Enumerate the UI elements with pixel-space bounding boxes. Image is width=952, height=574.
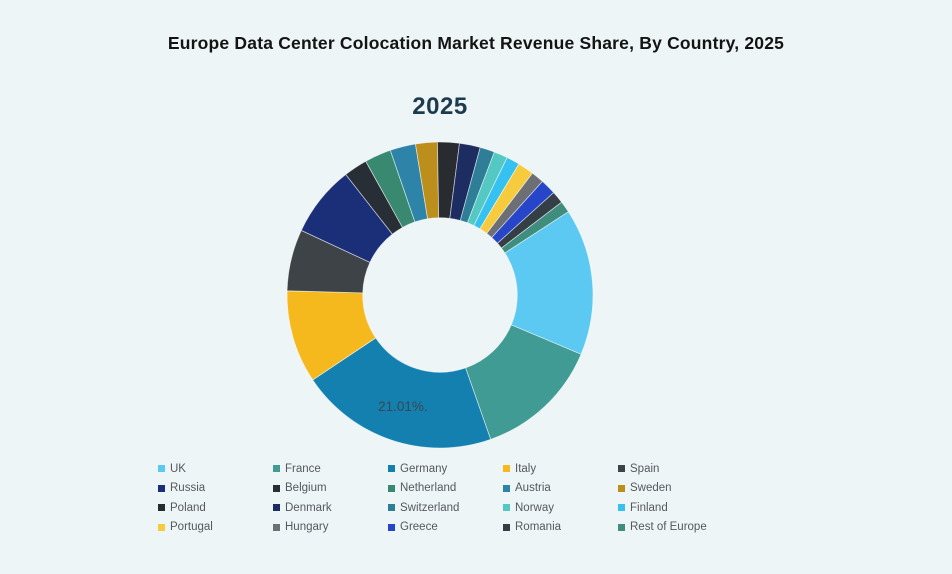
legend-swatch-norway	[503, 504, 510, 512]
legend-swatch-germany	[388, 465, 395, 473]
legend-item-portugal[interactable]: Portugal	[158, 521, 273, 533]
legend-item-romania[interactable]: Romania	[503, 521, 618, 533]
legend-label-norway: Norway	[515, 501, 554, 514]
legend-label-austria: Austria	[515, 482, 551, 495]
legend-swatch-denmark	[273, 504, 280, 512]
legend-swatch-russia	[158, 484, 165, 492]
legend-swatch-sweden	[618, 484, 625, 492]
legend-item-poland[interactable]: Poland	[158, 502, 273, 514]
legend-label-denmark: Denmark	[285, 501, 332, 514]
legend-label-france: France	[285, 462, 321, 475]
legend-label-portugal: Portugal	[170, 521, 213, 534]
legend-swatch-greece	[388, 523, 395, 531]
legend-swatch-italy	[503, 465, 510, 473]
legend-label-romania: Romania	[515, 521, 562, 534]
legend-item-russia[interactable]: Russia	[158, 482, 273, 494]
legend-swatch-netherland	[388, 484, 395, 492]
legend-swatch-portugal	[158, 523, 165, 531]
legend-item-france[interactable]: France	[273, 463, 388, 475]
legend-item-austria[interactable]: Austria	[503, 482, 618, 494]
legend-label-finland: Finland	[630, 501, 668, 514]
legend-swatch-spain	[618, 465, 625, 473]
legend-label-germany: Germany	[400, 462, 448, 475]
legend-swatch-uk	[158, 465, 165, 473]
legend-swatch-austria	[503, 484, 510, 492]
legend-item-belgium[interactable]: Belgium	[273, 482, 388, 494]
legend-item-hungary[interactable]: Hungary	[273, 521, 388, 533]
legend-label-poland: Poland	[170, 501, 206, 514]
legend-item-italy[interactable]: Italy	[503, 463, 618, 475]
legend-swatch-poland	[158, 504, 165, 512]
chart-legend: UK France Germany Italy Spain Russia Belgium Ne…	[158, 459, 798, 537]
legend-label-rest-of-europe: Rest of Europe	[630, 521, 707, 534]
legend-swatch-switzerland	[388, 504, 395, 512]
legend-label-italy: Italy	[515, 462, 537, 475]
legend-item-netherland[interactable]: Netherland	[388, 482, 503, 494]
pie-slice-rest-of-europe[interactable]	[500, 201, 569, 254]
legend-label-greece: Greece	[400, 521, 438, 534]
legend-swatch-hungary	[273, 523, 280, 531]
legend-label-belgium: Belgium	[285, 482, 327, 495]
legend-label-netherland: Netherland	[400, 482, 457, 495]
legend-item-spain[interactable]: Spain	[618, 463, 733, 475]
legend-item-uk[interactable]: UK	[158, 463, 273, 475]
legend-item-denmark[interactable]: Denmark	[273, 502, 388, 514]
legend-item-switzerland[interactable]: Switzerland	[388, 502, 503, 514]
legend-item-sweden[interactable]: Sweden	[618, 482, 733, 494]
pie-slice-germany[interactable]	[312, 337, 492, 449]
legend-swatch-rest-of-europe	[618, 523, 625, 531]
legend-label-sweden: Sweden	[630, 482, 672, 495]
legend-item-norway[interactable]: Norway	[503, 502, 618, 514]
legend-swatch-finland	[618, 504, 625, 512]
legend-swatch-france	[273, 465, 280, 473]
legend-item-germany[interactable]: Germany	[388, 463, 503, 475]
chart-title: Europe Data Center Colocation Market Rev…	[167, 33, 785, 53]
legend-label-switzerland: Switzerland	[400, 501, 460, 514]
legend-swatch-belgium	[273, 484, 280, 492]
legend-item-greece[interactable]: Greece	[388, 521, 503, 533]
legend-label-russia: Russia	[170, 482, 206, 495]
chart-subtitle: 2025	[412, 93, 468, 120]
legend-item-rest-of-europe[interactable]: Rest of Europe	[618, 521, 733, 533]
data-label-germany: 21.01%.	[378, 399, 428, 414]
legend-item-finland[interactable]: Finland	[618, 502, 733, 514]
legend-label-hungary: Hungary	[285, 521, 329, 534]
legend-swatch-romania	[503, 523, 510, 531]
legend-label-uk: UK	[170, 462, 186, 475]
legend-label-spain: Spain	[630, 462, 660, 475]
